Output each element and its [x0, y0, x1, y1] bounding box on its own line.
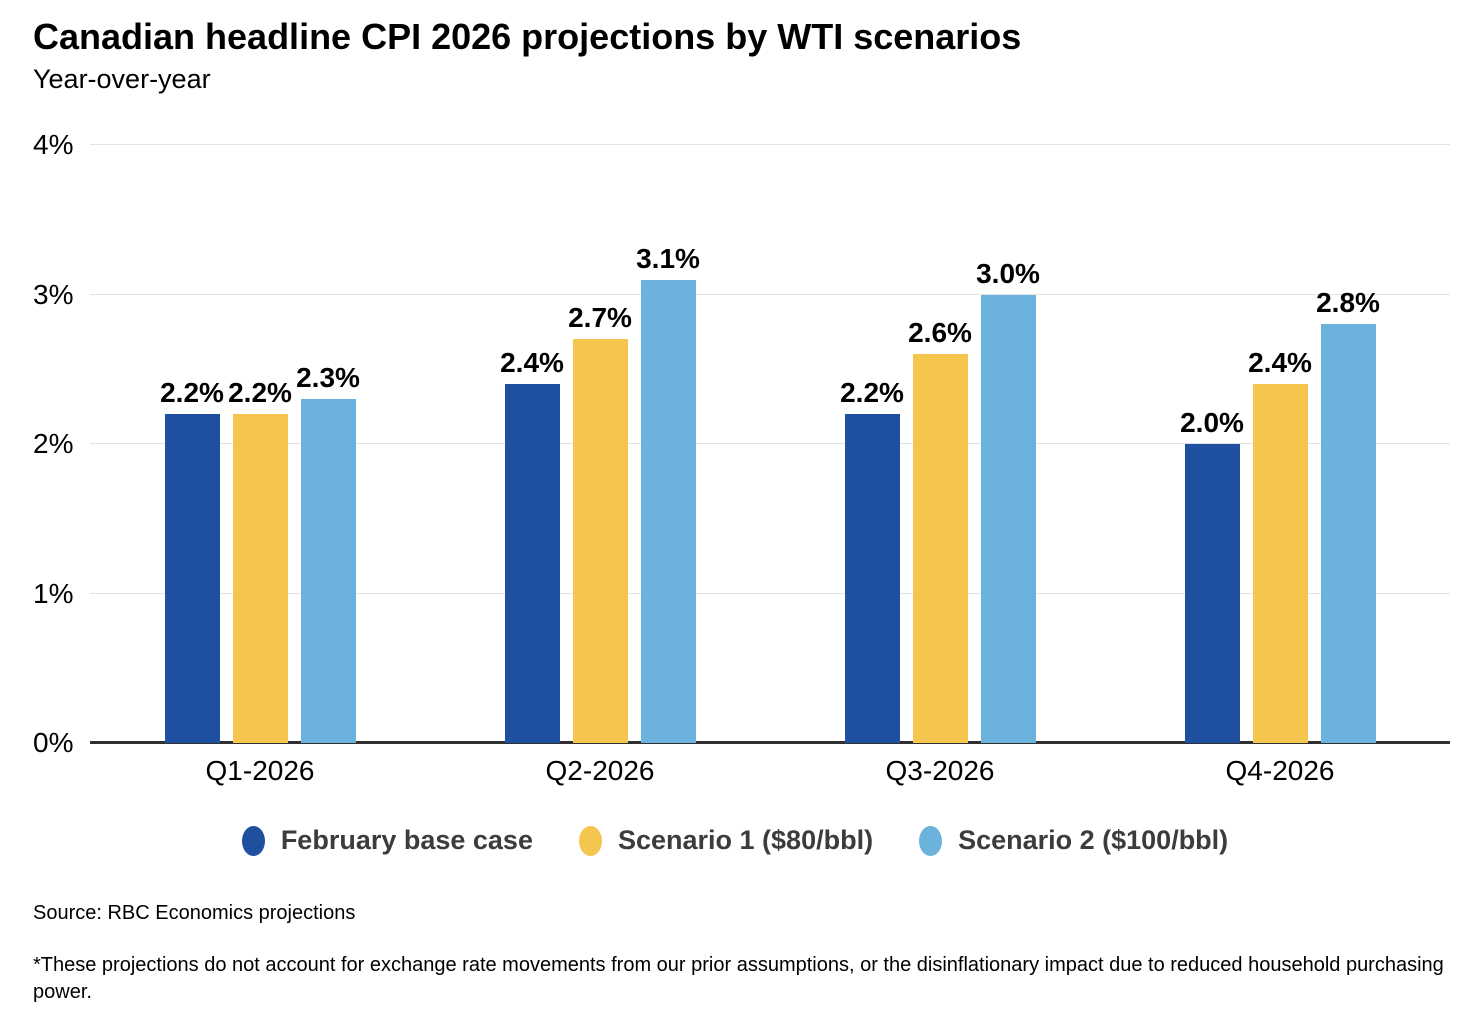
- legend-marker-icon: [241, 825, 265, 856]
- legend-label: Scenario 1 ($80/bbl): [617, 825, 874, 855]
- bar-group-q2-2026: 2.4% 2.7% 3.1%: [430, 145, 770, 743]
- chart-title: Canadian headline CPI 2026 projections b…: [33, 16, 1022, 57]
- bar: 2.0%: [1180, 407, 1244, 743]
- source-text: Source: RBC Economics projections: [33, 902, 356, 924]
- bar-value-label: 2.2%: [840, 377, 904, 409]
- bar-group-q3-2026: 2.2% 2.6% 3.0%: [770, 145, 1110, 743]
- legend: February base case Scenario 1 ($80/bbl) Sc…: [0, 825, 1470, 856]
- bar-value-label: 3.0%: [976, 257, 1040, 289]
- x-tick-label: Q2-2026: [545, 755, 655, 786]
- bar: 2.2%: [840, 377, 904, 743]
- bar: 2.8%: [1316, 287, 1380, 743]
- bar-value-label: 2.4%: [500, 347, 564, 379]
- bar: 2.2%: [228, 377, 292, 743]
- gridline: [90, 443, 1450, 444]
- y-axis: 0% 1% 2% 3% 4%: [33, 129, 88, 758]
- bar: 2.7%: [568, 302, 632, 743]
- legend-marker-icon: [919, 825, 943, 856]
- legend-label: February base case: [280, 825, 533, 855]
- footnote-text: *These projections do not account for ex…: [33, 954, 1444, 1003]
- legend-item: Scenario 2 ($100/bbl): [919, 825, 1228, 856]
- bar-group-q1-2026: 2.2% 2.2% 2.3%: [90, 145, 430, 743]
- bar: 2.3%: [296, 362, 360, 743]
- bar-value-label: 2.8%: [1316, 287, 1380, 319]
- bar-value-label: 2.2%: [160, 377, 224, 409]
- bar-group-q4-2026: 2.0% 2.4% 2.8%: [1110, 145, 1450, 743]
- bar: 2.4%: [1248, 347, 1312, 743]
- bar: 2.2%: [160, 377, 224, 743]
- bar-value-label: 2.4%: [1248, 347, 1312, 379]
- x-tick-label: Q4-2026: [1225, 755, 1335, 786]
- x-tick-label: Q1-2026: [205, 755, 315, 786]
- y-tick-label: 1%: [33, 577, 74, 609]
- y-tick-label: 3%: [33, 278, 74, 310]
- bar-value-label: 2.6%: [908, 317, 972, 349]
- plot-area: 2.2% 2.2% 2.3% 2.4% 2.7% 3.1% 2.2% 2.6% 3.0% 2.0%…: [90, 144, 1450, 744]
- bar: 3.1%: [636, 243, 700, 743]
- bar-value-label: 2.3%: [296, 362, 360, 394]
- bar-value-label: 2.0%: [1180, 407, 1244, 438]
- bar-value-label: 2.2%: [228, 377, 292, 409]
- x-axis: Q1-2026 Q2-2026 Q3-2026 Q4-2026: [90, 755, 1450, 787]
- bar-value-label: 3.1%: [636, 242, 700, 274]
- bar: 2.6%: [908, 317, 972, 743]
- bar: 3.0%: [976, 258, 1040, 743]
- gridline: [90, 592, 1450, 594]
- x-axis-line: [90, 741, 1450, 744]
- y-tick-label: 0%: [33, 727, 74, 758]
- bar-value-label: 2.7%: [568, 302, 632, 334]
- bar: 2.4%: [500, 347, 564, 743]
- y-tick-label: 2%: [33, 428, 74, 459]
- x-tick-label: Q3-2026: [885, 755, 995, 786]
- legend-marker-icon: [578, 825, 602, 856]
- y-tick-label: 4%: [33, 129, 74, 160]
- chart-subtitle: Year-over-year: [33, 64, 211, 94]
- gridline: [90, 144, 1450, 145]
- gridline: [90, 293, 1450, 295]
- legend-label: Scenario 2 ($100/bbl): [958, 825, 1229, 855]
- legend-item: Scenario 1 ($80/bbl): [578, 825, 874, 856]
- legend-item: February base case: [241, 825, 533, 856]
